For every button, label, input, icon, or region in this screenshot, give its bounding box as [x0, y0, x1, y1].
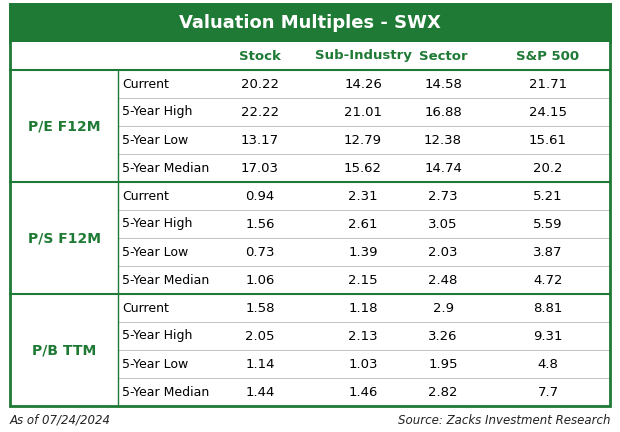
Text: 2.73: 2.73: [428, 190, 458, 203]
Text: 5-Year Low: 5-Year Low: [122, 358, 188, 371]
Text: 24.15: 24.15: [529, 105, 567, 118]
Text: 1.39: 1.39: [348, 245, 378, 258]
Text: P/S F12M: P/S F12M: [27, 231, 100, 245]
Text: 1.44: 1.44: [246, 385, 275, 398]
Text: P/E F12M: P/E F12M: [28, 119, 100, 133]
Bar: [10, 4, 610, 42]
Text: Sector: Sector: [418, 50, 467, 63]
Text: Current: Current: [122, 190, 169, 203]
Bar: [10, 42, 610, 70]
Text: 8.81: 8.81: [533, 302, 563, 314]
Text: 2.05: 2.05: [246, 330, 275, 343]
Text: 5-Year Low: 5-Year Low: [122, 245, 188, 258]
Text: 12.38: 12.38: [424, 133, 462, 146]
Text: 3.87: 3.87: [533, 245, 563, 258]
Text: 5-Year High: 5-Year High: [122, 217, 192, 231]
Text: 5.59: 5.59: [533, 217, 563, 231]
Text: 0.73: 0.73: [246, 245, 275, 258]
Text: 1.46: 1.46: [348, 385, 378, 398]
Text: 5-Year High: 5-Year High: [122, 330, 192, 343]
Text: 20.2: 20.2: [533, 162, 563, 175]
Text: P/B TTM: P/B TTM: [32, 343, 96, 357]
Text: 17.03: 17.03: [241, 162, 279, 175]
Text: 2.61: 2.61: [348, 217, 378, 231]
Text: 5.21: 5.21: [533, 190, 563, 203]
Text: 2.9: 2.9: [433, 302, 453, 314]
Text: 21.71: 21.71: [529, 77, 567, 90]
Text: Current: Current: [122, 302, 169, 314]
Text: 5-Year Low: 5-Year Low: [122, 133, 188, 146]
Text: S&P 500: S&P 500: [516, 50, 580, 63]
Text: 1.18: 1.18: [348, 302, 378, 314]
Text: 13.17: 13.17: [241, 133, 279, 146]
Text: 1.95: 1.95: [428, 358, 458, 371]
Text: 15.61: 15.61: [529, 133, 567, 146]
Text: 16.88: 16.88: [424, 105, 462, 118]
Text: 1.14: 1.14: [246, 358, 275, 371]
Text: 1.03: 1.03: [348, 358, 378, 371]
Text: 5-Year Median: 5-Year Median: [122, 162, 210, 175]
Text: 5-Year Median: 5-Year Median: [122, 385, 210, 398]
Text: Sub-Industry: Sub-Industry: [314, 50, 412, 63]
Text: 3.05: 3.05: [428, 217, 458, 231]
Text: As of 07/24/2024: As of 07/24/2024: [10, 413, 111, 426]
Text: Stock: Stock: [239, 50, 281, 63]
Text: 2.48: 2.48: [428, 273, 458, 286]
Text: 9.31: 9.31: [533, 330, 563, 343]
Text: Current: Current: [122, 77, 169, 90]
Text: 1.06: 1.06: [246, 273, 275, 286]
Text: 1.56: 1.56: [246, 217, 275, 231]
Text: 2.82: 2.82: [428, 385, 458, 398]
Text: 14.26: 14.26: [344, 77, 382, 90]
Text: 7.7: 7.7: [538, 385, 559, 398]
Text: 12.79: 12.79: [344, 133, 382, 146]
Text: 1.58: 1.58: [246, 302, 275, 314]
Text: 2.31: 2.31: [348, 190, 378, 203]
Text: 5-Year High: 5-Year High: [122, 105, 192, 118]
Text: 4.8: 4.8: [538, 358, 559, 371]
Text: 4.72: 4.72: [533, 273, 563, 286]
Text: 3.26: 3.26: [428, 330, 458, 343]
Text: Valuation Multiples - SWX: Valuation Multiples - SWX: [179, 14, 441, 32]
Text: 5-Year Median: 5-Year Median: [122, 273, 210, 286]
Text: 14.74: 14.74: [424, 162, 462, 175]
Text: Source: Zacks Investment Research: Source: Zacks Investment Research: [397, 413, 610, 426]
Text: 21.01: 21.01: [344, 105, 382, 118]
Text: 2.13: 2.13: [348, 330, 378, 343]
Text: 2.15: 2.15: [348, 273, 378, 286]
Text: 2.03: 2.03: [428, 245, 458, 258]
Text: 20.22: 20.22: [241, 77, 279, 90]
Text: 14.58: 14.58: [424, 77, 462, 90]
Text: 15.62: 15.62: [344, 162, 382, 175]
Text: 22.22: 22.22: [241, 105, 279, 118]
Text: 0.94: 0.94: [246, 190, 275, 203]
